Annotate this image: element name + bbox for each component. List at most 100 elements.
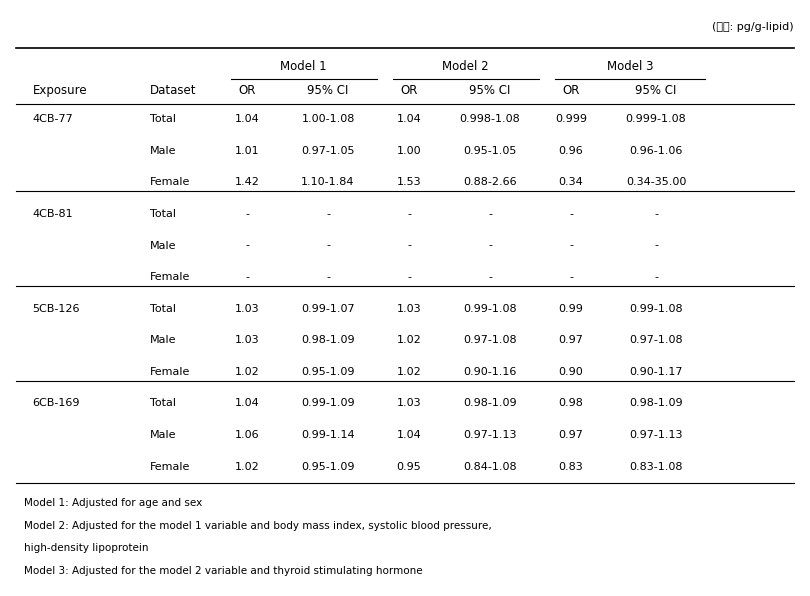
Text: 0.99-1.08: 0.99-1.08: [463, 304, 517, 313]
Text: 0.98-1.09: 0.98-1.09: [629, 399, 683, 408]
Text: -: -: [488, 209, 492, 219]
Text: OR: OR: [238, 84, 256, 97]
Text: Male: Male: [150, 241, 177, 250]
Text: 0.99-1.14: 0.99-1.14: [301, 430, 355, 440]
Text: 1.06: 1.06: [235, 430, 259, 440]
Text: -: -: [488, 241, 492, 250]
Text: OR: OR: [400, 84, 418, 97]
Text: 0.99-1.09: 0.99-1.09: [301, 399, 355, 408]
Text: 0.84-1.08: 0.84-1.08: [463, 462, 517, 471]
Text: Female: Female: [150, 367, 190, 377]
Text: 1.03: 1.03: [235, 336, 259, 345]
Text: 0.97-1.08: 0.97-1.08: [629, 336, 683, 345]
Text: 1.04: 1.04: [397, 114, 421, 124]
Text: 0.98-1.09: 0.98-1.09: [301, 336, 355, 345]
Text: 1.04: 1.04: [397, 430, 421, 440]
Text: -: -: [407, 209, 411, 219]
Text: 0.88-2.66: 0.88-2.66: [463, 178, 517, 187]
Text: Model 3: Adjusted for the model 2 variable and thyroid stimulating hormone: Model 3: Adjusted for the model 2 variab…: [24, 566, 423, 576]
Text: 1.01: 1.01: [235, 146, 259, 156]
Text: 1.02: 1.02: [397, 367, 421, 377]
Text: 4CB-77: 4CB-77: [32, 114, 73, 124]
Text: 4CB-81: 4CB-81: [32, 209, 73, 219]
Text: -: -: [488, 272, 492, 282]
Text: -: -: [654, 209, 658, 219]
Text: -: -: [407, 241, 411, 250]
Text: Exposure: Exposure: [32, 84, 87, 97]
Text: 0.90-1.17: 0.90-1.17: [629, 367, 683, 377]
Text: 1.53: 1.53: [397, 178, 421, 187]
Text: 0.83: 0.83: [559, 462, 583, 471]
Text: 0.34-35.00: 0.34-35.00: [626, 178, 686, 187]
Text: Female: Female: [150, 462, 190, 471]
Text: 0.999: 0.999: [555, 114, 587, 124]
Text: -: -: [654, 272, 658, 282]
Text: -: -: [326, 272, 330, 282]
Text: 0.998-1.08: 0.998-1.08: [460, 114, 520, 124]
Text: 0.999-1.08: 0.999-1.08: [625, 114, 687, 124]
Text: Total: Total: [150, 304, 176, 313]
Text: 0.97: 0.97: [559, 336, 583, 345]
Text: Model 1: Model 1: [280, 60, 327, 73]
Text: 0.96: 0.96: [559, 146, 583, 156]
Text: 1.10-1.84: 1.10-1.84: [301, 178, 355, 187]
Text: -: -: [245, 209, 249, 219]
Text: 1.02: 1.02: [397, 336, 421, 345]
Text: high-density lipoprotein: high-density lipoprotein: [24, 544, 149, 553]
Text: -: -: [569, 241, 573, 250]
Text: OR: OR: [562, 84, 580, 97]
Text: 1.03: 1.03: [397, 304, 421, 313]
Text: 0.97: 0.97: [559, 430, 583, 440]
Text: Model 2: Adjusted for the model 1 variable and body mass index, systolic blood p: Model 2: Adjusted for the model 1 variab…: [24, 521, 492, 530]
Text: Total: Total: [150, 399, 176, 408]
Text: 1.42: 1.42: [235, 178, 259, 187]
Text: 6CB-169: 6CB-169: [32, 399, 80, 408]
Text: 0.97-1.08: 0.97-1.08: [463, 336, 517, 345]
Text: Model 2: Model 2: [442, 60, 489, 73]
Text: Total: Total: [150, 114, 176, 124]
Text: Model 1: Adjusted for age and sex: Model 1: Adjusted for age and sex: [24, 498, 202, 508]
Text: -: -: [326, 209, 330, 219]
Text: Male: Male: [150, 430, 177, 440]
Text: -: -: [569, 272, 573, 282]
Text: Dataset: Dataset: [150, 84, 196, 97]
Text: 5CB-126: 5CB-126: [32, 304, 80, 313]
Text: 0.90-1.16: 0.90-1.16: [463, 367, 517, 377]
Text: 0.98: 0.98: [559, 399, 583, 408]
Text: 1.04: 1.04: [235, 114, 259, 124]
Text: 95% CI: 95% CI: [469, 84, 511, 97]
Text: -: -: [569, 209, 573, 219]
Text: 1.03: 1.03: [397, 399, 421, 408]
Text: Male: Male: [150, 146, 177, 156]
Text: 0.95-1.09: 0.95-1.09: [301, 367, 355, 377]
Text: -: -: [407, 272, 411, 282]
Text: 0.98-1.09: 0.98-1.09: [463, 399, 517, 408]
Text: 0.95: 0.95: [397, 462, 421, 471]
Text: 0.97-1.13: 0.97-1.13: [463, 430, 517, 440]
Text: -: -: [326, 241, 330, 250]
Text: Female: Female: [150, 272, 190, 282]
Text: 1.00: 1.00: [397, 146, 421, 156]
Text: 0.34: 0.34: [559, 178, 583, 187]
Text: Model 3: Model 3: [607, 60, 653, 73]
Text: 0.95-1.05: 0.95-1.05: [463, 146, 517, 156]
Text: 0.99-1.07: 0.99-1.07: [301, 304, 355, 313]
Text: 0.99: 0.99: [559, 304, 583, 313]
Text: Female: Female: [150, 178, 190, 187]
Text: 1.00-1.08: 1.00-1.08: [301, 114, 355, 124]
Text: 1.02: 1.02: [235, 367, 259, 377]
Text: 0.95-1.09: 0.95-1.09: [301, 462, 355, 471]
Text: 0.97-1.13: 0.97-1.13: [629, 430, 683, 440]
Text: (단위: pg/g-lipid): (단위: pg/g-lipid): [712, 22, 794, 32]
Text: 0.96-1.06: 0.96-1.06: [629, 146, 683, 156]
Text: 0.99-1.08: 0.99-1.08: [629, 304, 683, 313]
Text: 1.04: 1.04: [235, 399, 259, 408]
Text: 1.02: 1.02: [235, 462, 259, 471]
Text: 0.97-1.05: 0.97-1.05: [301, 146, 355, 156]
Text: 0.90: 0.90: [559, 367, 583, 377]
Text: 0.83-1.08: 0.83-1.08: [629, 462, 683, 471]
Text: 1.03: 1.03: [235, 304, 259, 313]
Text: 95% CI: 95% CI: [635, 84, 677, 97]
Text: -: -: [654, 241, 658, 250]
Text: 95% CI: 95% CI: [307, 84, 349, 97]
